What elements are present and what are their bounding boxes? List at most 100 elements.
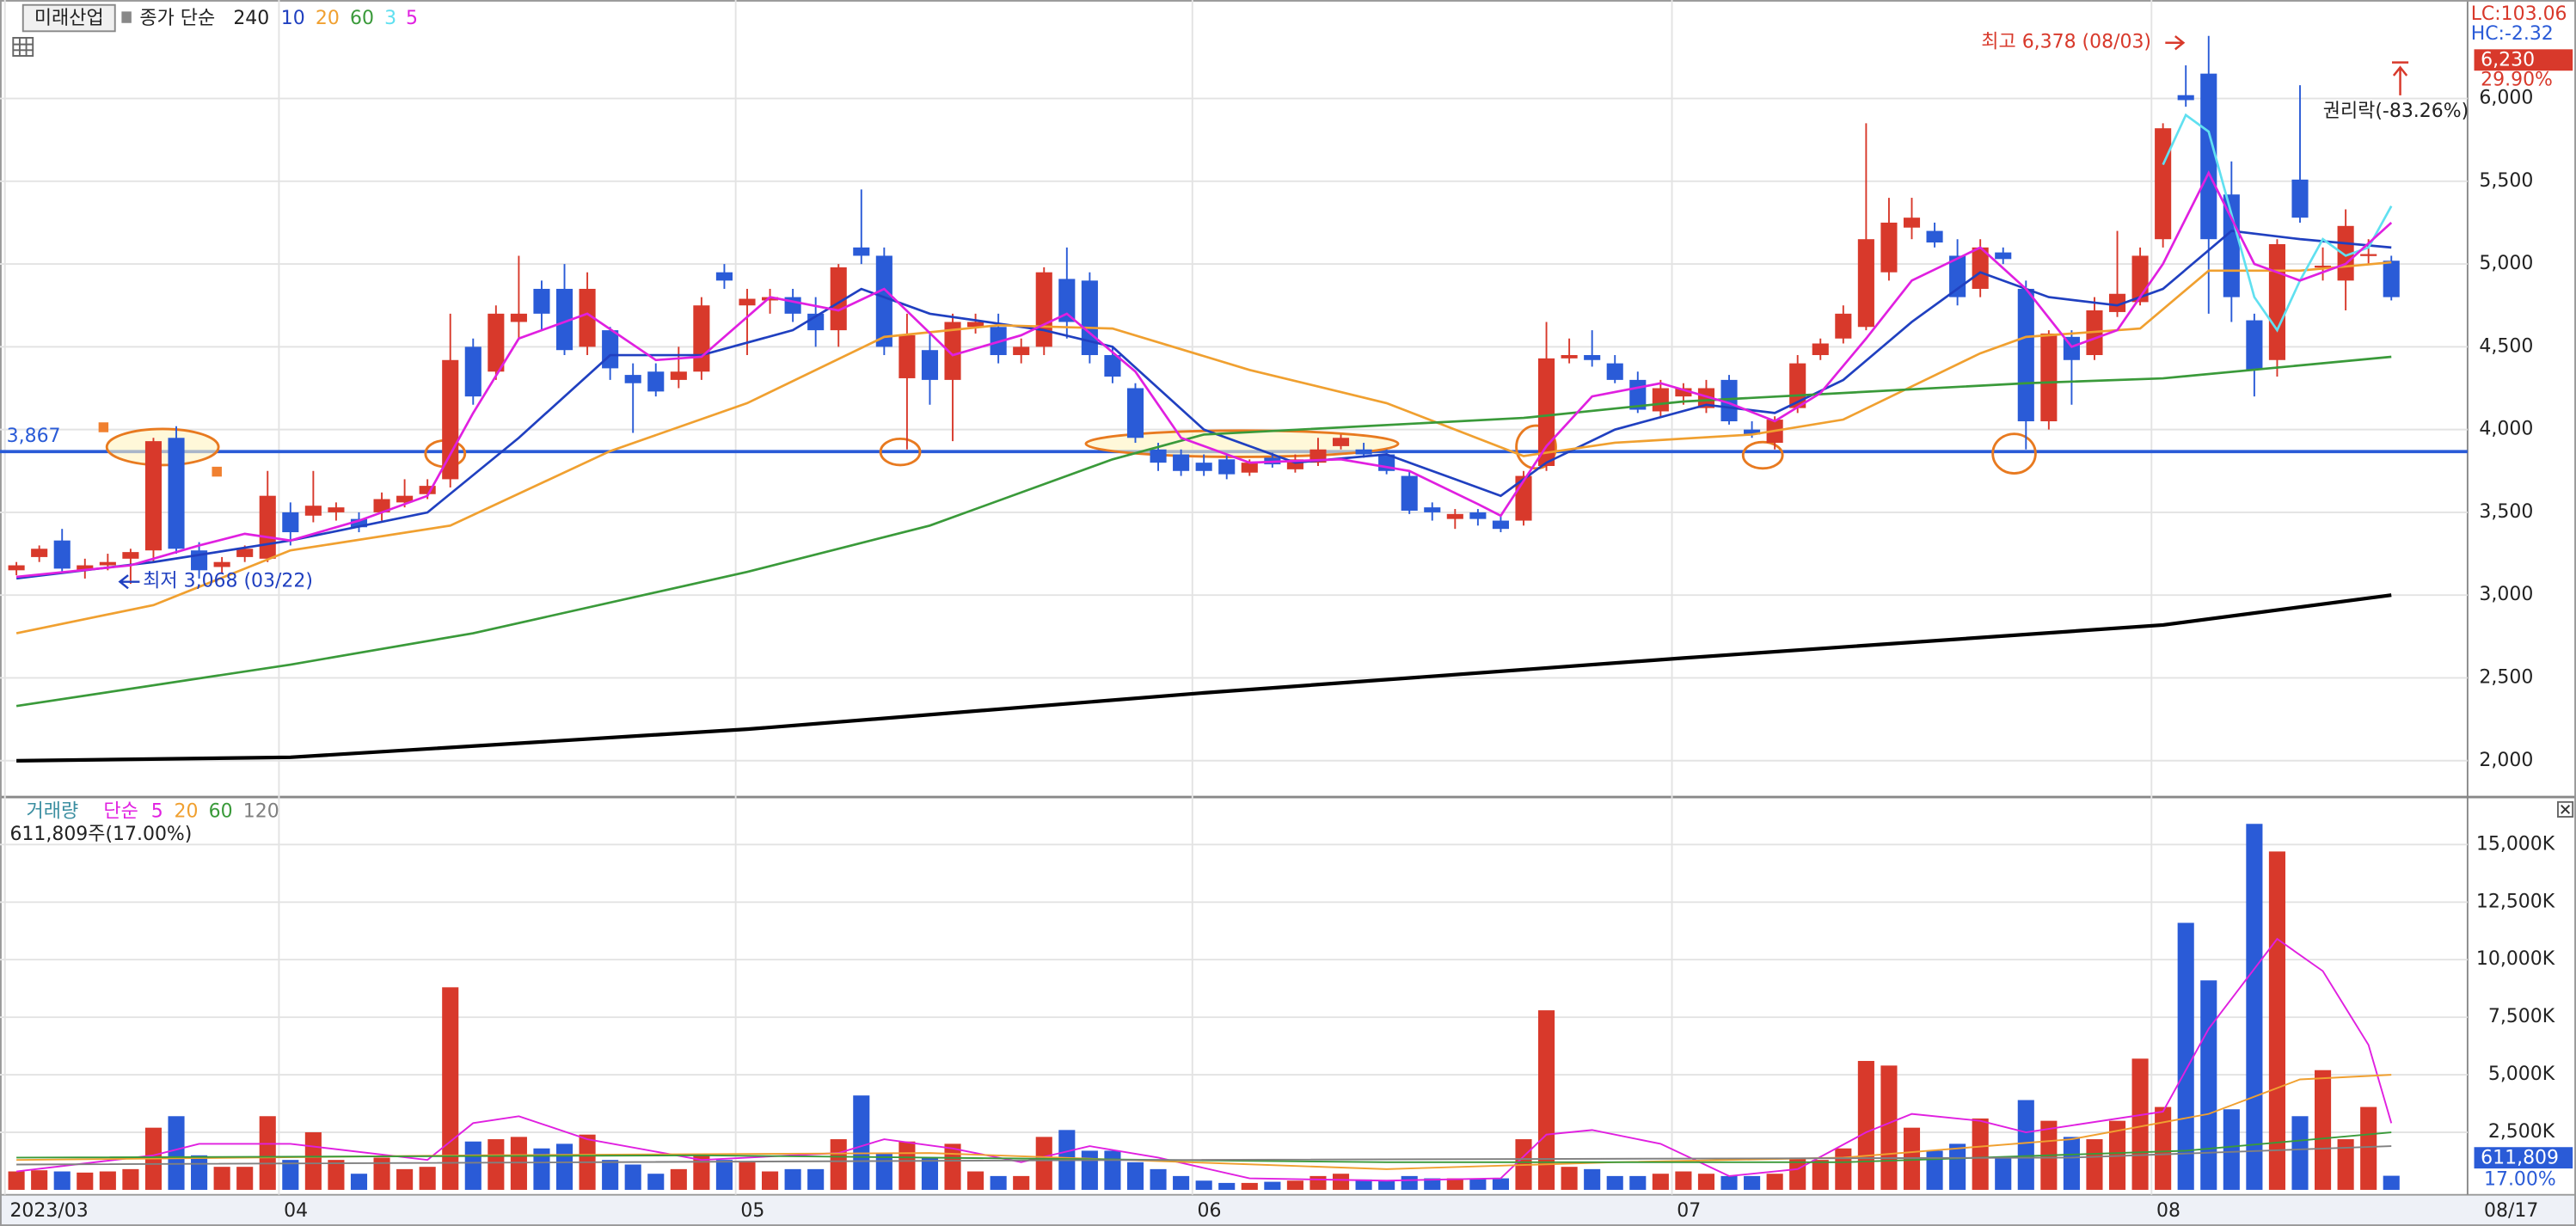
plot [8, 35, 2400, 1190]
volume-bar [1629, 1175, 1647, 1190]
y-tick-label: 6,000 [2479, 88, 2533, 109]
volume-bar [602, 1160, 619, 1190]
candle-body [1903, 218, 1921, 228]
candle-body [1332, 438, 1350, 446]
volume-bar [191, 1155, 208, 1190]
volume-bar [1652, 1174, 1669, 1190]
volume-bar [1446, 1178, 1463, 1190]
volume-bar [1949, 1143, 1966, 1190]
candle-body [853, 247, 870, 256]
volume-bar [555, 1143, 573, 1190]
volume-bar [1332, 1174, 1350, 1190]
volume-tick-label: 10,000K [2476, 948, 2555, 970]
volume-bar [807, 1168, 825, 1190]
volume-bar [213, 1167, 230, 1190]
volume-bar [168, 1116, 185, 1190]
candle-body [1104, 354, 1121, 377]
candle-body [1697, 388, 1715, 408]
legend-entry: 5 [151, 800, 163, 822]
ma-line [15, 355, 2392, 708]
volume-bar [1492, 1178, 1509, 1190]
volume-bar [1035, 1137, 1052, 1190]
volume-bar [693, 1155, 710, 1190]
candle-body [168, 438, 185, 549]
volume-bar [2200, 980, 2217, 1190]
volume-bar [2086, 1139, 2103, 1190]
ma-line [16, 1131, 2392, 1163]
volume-tick-label: 2,500K [2488, 1121, 2555, 1143]
ma-line [15, 937, 2393, 1182]
candle-body [2246, 320, 2263, 371]
volume-bar [853, 1095, 870, 1190]
legend-entry: 120 [243, 800, 279, 822]
volume-bar [1309, 1175, 1327, 1190]
y-tick-label: 4,000 [2479, 419, 2533, 440]
volume-bar [510, 1137, 527, 1190]
candle-body [1926, 230, 1943, 243]
volume-tick-label: 15,000K [2476, 833, 2555, 855]
volume-bar [1561, 1167, 1578, 1190]
grid-icon-lines [13, 37, 34, 56]
candle-body [8, 565, 25, 571]
volume-bar [1697, 1174, 1715, 1190]
volume-bar [1995, 1157, 2012, 1190]
volume-bar [670, 1168, 687, 1190]
legend-entry: 10 [281, 8, 305, 29]
volume-bar [464, 1141, 481, 1190]
volume-tick-label: 7,500K [2488, 1006, 2555, 1027]
volume-bar [2177, 923, 2194, 1190]
candle-body [1584, 354, 1601, 360]
y-tick-label: 4,500 [2479, 335, 2533, 357]
volume-bar [2360, 1106, 2377, 1190]
candle-body [1286, 459, 1303, 469]
y-tick-label: 3,000 [2479, 584, 2533, 605]
candle-body [442, 359, 459, 480]
volume-tick-label: 5,000K [2488, 1064, 2555, 1085]
x-tick-label: 2023/03 [9, 1200, 88, 1222]
candle-body [1401, 475, 1418, 511]
rights-arrow [2392, 61, 2409, 95]
volume-bar [373, 1157, 390, 1190]
candle-body [2383, 261, 2400, 297]
volume-bar [899, 1141, 916, 1190]
y-tick-label: 2,500 [2479, 666, 2533, 688]
hc-label: HC:-2.32 [2471, 23, 2554, 45]
volume-bar [715, 1160, 733, 1190]
volume-bar [967, 1171, 984, 1190]
volume-bar [1972, 1118, 1989, 1190]
ma-line [2162, 113, 2393, 333]
volume-bar [1880, 1065, 1898, 1190]
candle-body [1355, 449, 1372, 455]
candle-body [555, 288, 573, 351]
volume-bar [1378, 1180, 1395, 1190]
volume-bar [122, 1168, 139, 1190]
volume-label: 거래량 [27, 800, 79, 822]
volume-bar [1150, 1168, 1167, 1190]
candle-body [1744, 429, 1761, 435]
reference-label: 3,867 [7, 426, 61, 447]
candle-body [1424, 507, 1441, 512]
volume-bar [990, 1175, 1007, 1190]
volume-bar [1401, 1175, 1418, 1190]
volume-bar [761, 1171, 779, 1190]
grid-icon[interactable] [12, 37, 34, 57]
candle-body [1218, 459, 1236, 475]
volume-bar [53, 1171, 71, 1190]
y-tick-label: 5,500 [2479, 170, 2533, 192]
ma-line [16, 593, 2392, 763]
volume-bar [419, 1167, 436, 1190]
y-tick-label: 5,000 [2479, 253, 2533, 274]
x-tick-label: 07 [1677, 1200, 1701, 1222]
volume-tag-box [2474, 1147, 2573, 1169]
volume-bar [2223, 1109, 2240, 1190]
candle-body [122, 552, 139, 559]
candle-body [373, 499, 390, 512]
candle-body [1812, 343, 1829, 355]
symbol-box[interactable] [21, 3, 116, 33]
end-date: 08/17 [2484, 1200, 2538, 1222]
volume-bar [2337, 1139, 2354, 1190]
candle-body [1972, 247, 1989, 289]
volume-tag: 611,809 [2481, 1148, 2559, 1169]
